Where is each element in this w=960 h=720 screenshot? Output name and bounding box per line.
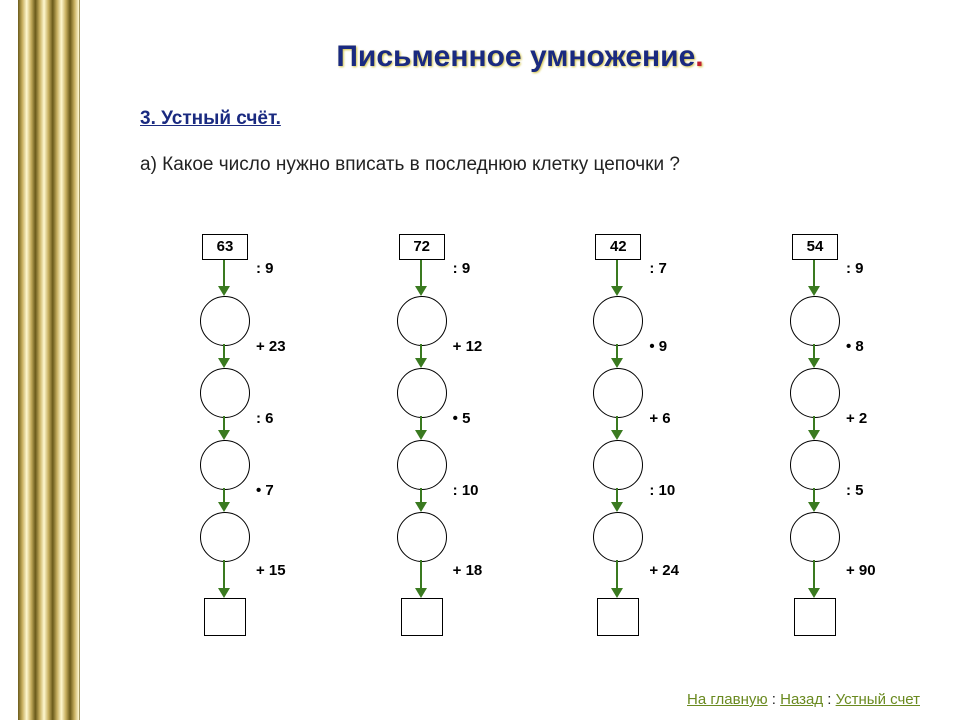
gold-side-bar — [18, 0, 80, 720]
chain-arrow — [615, 488, 619, 512]
page-title: Письменное умножение. — [100, 40, 940, 74]
chain-arrow — [222, 416, 226, 440]
chain-arrow — [812, 416, 816, 440]
chain-circle — [397, 368, 447, 418]
chain-circle — [200, 296, 250, 346]
chain-op-label: : 9 — [846, 260, 864, 277]
link-home[interactable]: На главную — [687, 691, 768, 708]
chain-op-label: + 23 — [256, 338, 286, 355]
chain-op-label: • 5 — [453, 410, 471, 427]
chain-arrow — [812, 488, 816, 512]
link-oral[interactable]: Устный счет — [836, 691, 920, 708]
title-text: Письменное умножение — [336, 40, 695, 73]
chain: 63 : 9 + 23 : 6 • 7 + 15 — [160, 234, 310, 654]
chain-circle — [397, 296, 447, 346]
chain-op-label: : 9 — [453, 260, 471, 277]
chain-arrow — [222, 488, 226, 512]
chain-op-label: + 6 — [649, 410, 670, 427]
chain-op-label: : 5 — [846, 482, 864, 499]
chain-arrow — [615, 344, 619, 368]
chain-arrow — [419, 344, 423, 368]
chain-circle — [397, 440, 447, 490]
chain-circle — [593, 296, 643, 346]
title-dot: . — [695, 40, 703, 73]
chain-op-label: • 7 — [256, 482, 274, 499]
question-text: а) Какое число нужно вписать в последнюю… — [140, 154, 940, 176]
chain-op-label: + 24 — [649, 562, 679, 579]
chain-op-label: : 7 — [649, 260, 667, 277]
chain-arrow — [419, 416, 423, 440]
chain-arrow — [419, 488, 423, 512]
chain-end-box — [597, 598, 639, 636]
chain-op-label: : 9 — [256, 260, 274, 277]
page: Письменное умножение. 3. Устный счёт. а)… — [0, 0, 960, 720]
section-label: 3. Устный счёт. — [140, 108, 281, 129]
chain-start-box: 54 — [792, 234, 838, 260]
chain-circle — [200, 512, 250, 562]
chain-op-label: + 90 — [846, 562, 876, 579]
content-area: Письменное умножение. 3. Устный счёт. а)… — [100, 0, 940, 720]
chain-arrow — [812, 344, 816, 368]
chain-circle — [593, 440, 643, 490]
chain-op-label: • 8 — [846, 338, 864, 355]
chain-circle — [790, 296, 840, 346]
chain-end-box — [794, 598, 836, 636]
chain-arrow — [222, 560, 226, 598]
chain-arrow — [615, 416, 619, 440]
chain-start-box: 42 — [595, 234, 641, 260]
link-back[interactable]: Назад — [780, 691, 823, 708]
chain-circle — [593, 512, 643, 562]
chain-circle — [397, 512, 447, 562]
chain-circle — [790, 512, 840, 562]
chain-arrow — [615, 560, 619, 598]
section-heading: 3. Устный счёт. — [140, 108, 940, 130]
chain-op-label: + 2 — [846, 410, 867, 427]
chain: 42 : 7 • 9 + 6 : 10 + 24 — [553, 234, 703, 654]
chain-end-box — [204, 598, 246, 636]
footer-nav: На главную : Назад : Устный счет — [687, 691, 920, 708]
chain-op-label: : 6 — [256, 410, 274, 427]
chain-circle — [790, 440, 840, 490]
chain-circle — [790, 368, 840, 418]
chain-arrow — [419, 260, 423, 296]
chain-op-label: + 15 — [256, 562, 286, 579]
chain-circle — [200, 440, 250, 490]
chains-container: 63 : 9 + 23 : 6 • 7 + 15 72 : 9 + 12 • 5 : 10 + 18 4… — [160, 234, 900, 654]
chain-op-label: • 9 — [649, 338, 667, 355]
chain-arrow — [812, 260, 816, 296]
chain-circle — [593, 368, 643, 418]
chain-end-box — [401, 598, 443, 636]
chain-op-label: + 12 — [453, 338, 483, 355]
chain: 54 : 9 • 8 + 2 : 5 + 90 — [750, 234, 900, 654]
chain-arrow — [419, 560, 423, 598]
chain-arrow — [222, 260, 226, 296]
chain-arrow — [222, 344, 226, 368]
chain-op-label: + 18 — [453, 562, 483, 579]
chain-start-box: 63 — [202, 234, 248, 260]
chain-start-box: 72 — [399, 234, 445, 260]
chain: 72 : 9 + 12 • 5 : 10 + 18 — [357, 234, 507, 654]
chain-op-label: : 10 — [453, 482, 479, 499]
chain-circle — [200, 368, 250, 418]
chain-op-label: : 10 — [649, 482, 675, 499]
footer-sep: : — [823, 691, 836, 708]
footer-sep: : — [768, 691, 781, 708]
chain-arrow — [812, 560, 816, 598]
chain-arrow — [615, 260, 619, 296]
